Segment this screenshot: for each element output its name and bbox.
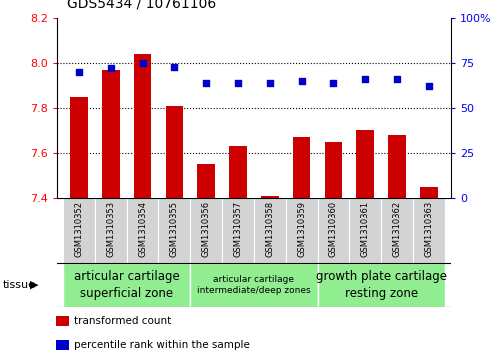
Text: GSM1310360: GSM1310360 — [329, 201, 338, 257]
Point — [361, 76, 369, 82]
Bar — [356, 130, 374, 198]
Text: GSM1310363: GSM1310363 — [424, 201, 433, 257]
Text: GSM1310359: GSM1310359 — [297, 201, 306, 257]
Text: ▶: ▶ — [30, 280, 38, 290]
Text: GSM1310354: GSM1310354 — [138, 201, 147, 257]
Text: GSM1310353: GSM1310353 — [106, 201, 115, 257]
Point — [425, 83, 433, 89]
Bar — [286, 198, 317, 263]
Text: growth plate cartilage
resting zone: growth plate cartilage resting zone — [316, 270, 447, 300]
Text: GSM1310355: GSM1310355 — [170, 201, 179, 257]
Text: GSM1310362: GSM1310362 — [392, 201, 401, 257]
Bar — [127, 198, 158, 263]
Text: GSM1310356: GSM1310356 — [202, 201, 211, 257]
Point — [171, 64, 178, 70]
Text: GDS5434 / 10761106: GDS5434 / 10761106 — [67, 0, 216, 11]
Bar — [56, 339, 69, 350]
Bar — [420, 187, 438, 198]
Bar — [190, 263, 317, 307]
Bar — [63, 263, 190, 307]
Bar — [95, 198, 127, 263]
Text: percentile rank within the sample: percentile rank within the sample — [74, 340, 249, 350]
Text: tissue: tissue — [2, 280, 35, 290]
Bar — [56, 316, 69, 326]
Bar — [166, 106, 183, 198]
Bar — [197, 164, 215, 198]
Text: GSM1310357: GSM1310357 — [234, 201, 243, 257]
Point — [234, 80, 242, 86]
Point — [393, 76, 401, 82]
Bar — [381, 198, 413, 263]
Text: articular cartilage
superficial zone: articular cartilage superficial zone — [74, 270, 179, 300]
Text: articular cartilage
intermediate/deep zones: articular cartilage intermediate/deep zo… — [197, 274, 311, 295]
Bar — [70, 97, 88, 198]
Text: GSM1310358: GSM1310358 — [265, 201, 274, 257]
Bar — [158, 198, 190, 263]
Bar — [413, 198, 445, 263]
Point — [107, 66, 115, 72]
Point — [75, 69, 83, 75]
Point — [329, 80, 337, 86]
Text: transformed count: transformed count — [74, 316, 171, 326]
Bar — [229, 146, 246, 198]
Point — [298, 78, 306, 84]
Text: GSM1310361: GSM1310361 — [361, 201, 370, 257]
Point — [139, 60, 146, 66]
Bar — [63, 198, 95, 263]
Bar — [102, 70, 119, 198]
Bar — [254, 198, 286, 263]
Bar — [388, 135, 406, 198]
Point — [202, 80, 210, 86]
Bar — [317, 263, 445, 307]
Point — [266, 80, 274, 86]
Bar — [325, 142, 342, 198]
Bar — [293, 137, 311, 198]
Bar — [190, 198, 222, 263]
Bar — [134, 54, 151, 198]
Text: GSM1310352: GSM1310352 — [74, 201, 83, 257]
Bar — [261, 196, 279, 198]
Bar — [350, 198, 381, 263]
Bar — [317, 198, 350, 263]
Bar — [222, 198, 254, 263]
